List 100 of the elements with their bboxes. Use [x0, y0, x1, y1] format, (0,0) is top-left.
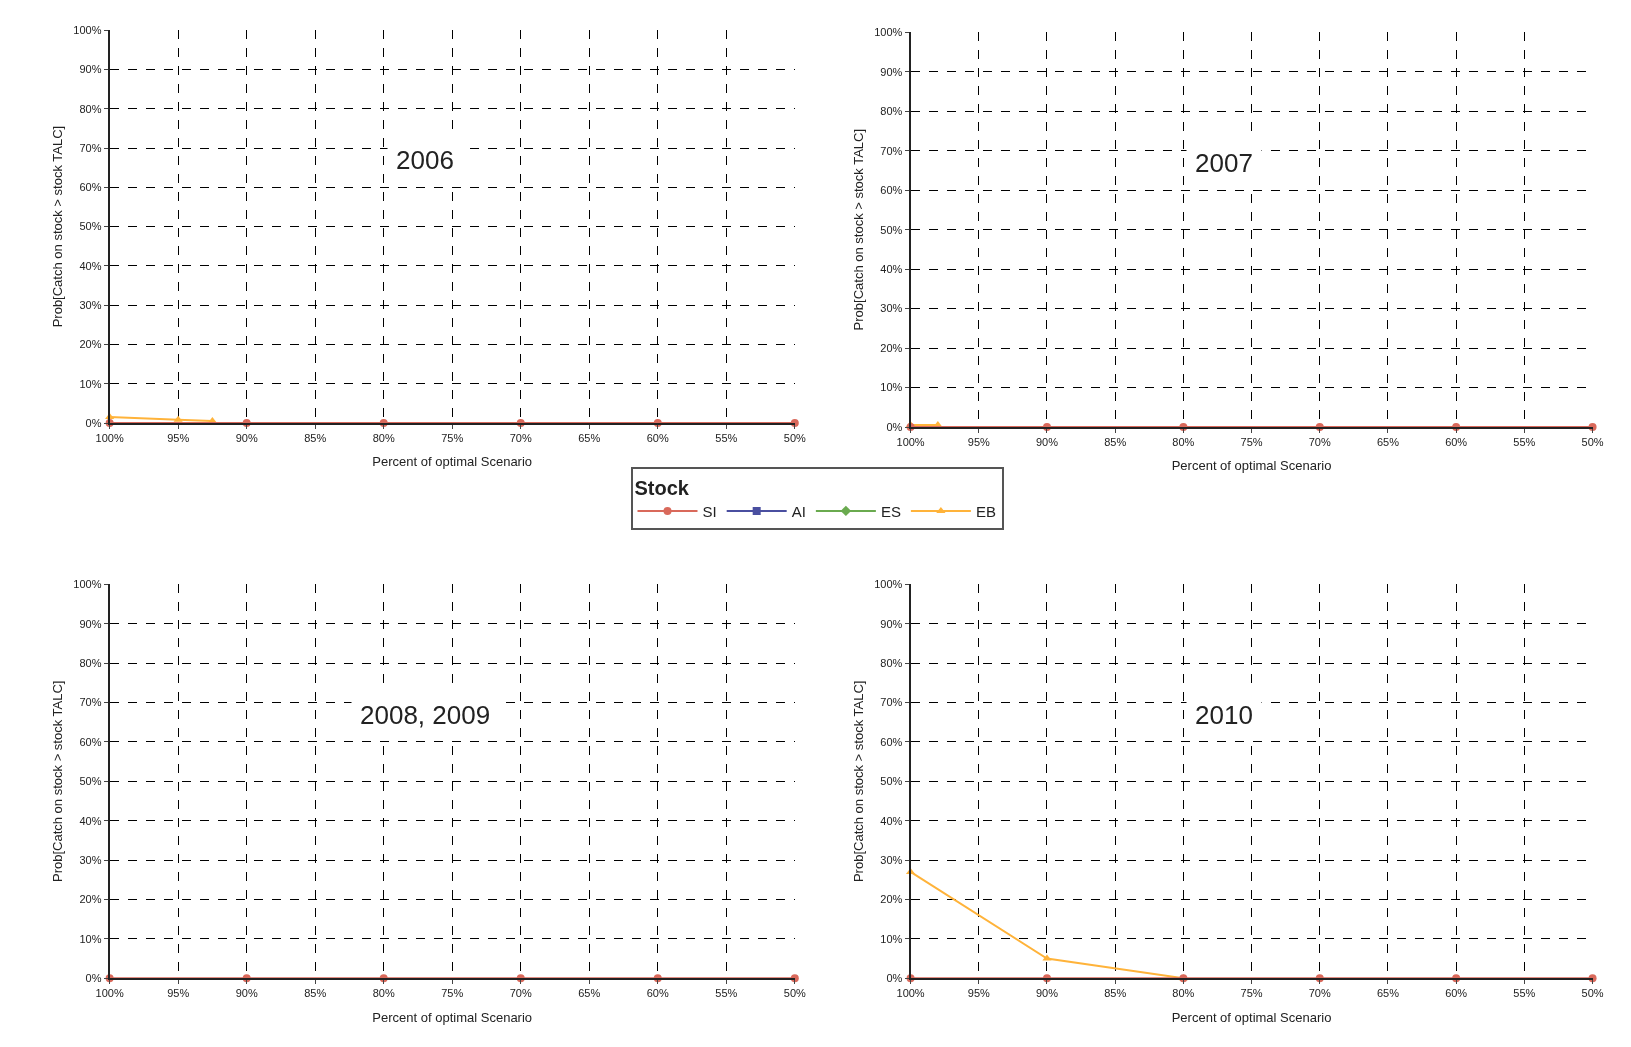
- text: 2007: [1195, 148, 1253, 178]
- y-tick-label: 70%: [880, 144, 903, 157]
- y-tick-label: 50%: [880, 775, 903, 788]
- legend-label: SI: [702, 502, 717, 520]
- y-tick-label: 90%: [79, 63, 102, 76]
- x-tick-label: 65%: [578, 987, 601, 1000]
- legend-title: Stock: [634, 476, 690, 499]
- x-tick-label: 50%: [783, 987, 807, 1000]
- legend-label: AI: [791, 502, 806, 520]
- x-tick-label: 60%: [646, 432, 669, 445]
- text: 2006: [396, 145, 454, 175]
- y-tick-label: 10%: [79, 932, 102, 945]
- x-tick-label: 70%: [1308, 436, 1331, 449]
- text: 2008, 2009: [360, 700, 491, 730]
- x-tick-label: 65%: [578, 432, 601, 445]
- y-tick-label: 60%: [79, 181, 102, 194]
- y-axis-title: Prob[Catch on stock > stock TALC]: [49, 680, 65, 883]
- y-tick-label: 10%: [880, 932, 903, 945]
- x-tick-label: 90%: [235, 432, 258, 445]
- x-tick-label: 55%: [1513, 987, 1536, 1000]
- y-tick-label: 30%: [79, 853, 102, 866]
- y-tick-label: 60%: [880, 735, 903, 748]
- y-tick-label: 70%: [79, 141, 102, 154]
- x-tick-label: 70%: [1308, 987, 1331, 1000]
- x-tick-label: 75%: [441, 987, 464, 1000]
- y-tick-label: 70%: [880, 696, 903, 709]
- x-tick-label: 70%: [509, 987, 532, 1000]
- x-axis-title: Percent of optimal Scenario: [1171, 1009, 1332, 1025]
- x-tick-label: 90%: [235, 987, 258, 1000]
- legend-label: EB: [975, 502, 996, 520]
- y-tick-label: 80%: [79, 657, 102, 670]
- y-tick-label: 30%: [79, 299, 102, 312]
- x-tick-label: 95%: [967, 436, 990, 449]
- x-tick-label: 95%: [167, 987, 190, 1000]
- y-axis-title: Prob[Catch on stock > stock TALC]: [850, 128, 866, 331]
- x-tick-label: 75%: [1240, 987, 1263, 1000]
- y-tick-label: 100%: [874, 26, 903, 39]
- y-tick-label: 30%: [880, 853, 903, 866]
- x-tick-label: 50%: [1581, 436, 1604, 449]
- x-axis-title: Percent of optimal Scenario: [372, 1009, 533, 1025]
- y-tick-label: 20%: [880, 893, 903, 906]
- y-tick-label: 90%: [880, 617, 903, 630]
- x-tick-label: 70%: [509, 432, 532, 445]
- x-tick-label: 80%: [372, 987, 395, 1000]
- y-tick-label: 100%: [874, 578, 903, 591]
- y-tick-label: 40%: [880, 814, 903, 827]
- x-tick-label: 60%: [1445, 987, 1468, 1000]
- x-tick-label: 90%: [1035, 436, 1059, 449]
- x-tick-label: 55%: [715, 987, 738, 1000]
- y-tick-label: 20%: [79, 338, 102, 351]
- x-tick-label: 80%: [1172, 436, 1195, 449]
- y-tick-label: 70%: [79, 696, 102, 709]
- x-tick-label: 85%: [1104, 987, 1127, 1000]
- x-tick-label: 85%: [304, 987, 327, 1000]
- y-tick-label: 40%: [79, 259, 102, 272]
- x-tick-label: 100%: [896, 987, 925, 1000]
- x-tick-label: 90%: [1035, 987, 1059, 1000]
- y-tick-label: 30%: [880, 302, 903, 315]
- y-tick-label: 50%: [880, 223, 903, 236]
- x-tick-label: 50%: [783, 432, 807, 445]
- y-tick-label: 40%: [79, 814, 102, 827]
- x-tick-label: 100%: [95, 432, 124, 445]
- y-tick-label: 40%: [880, 262, 903, 275]
- y-tick-label: 80%: [880, 105, 903, 118]
- x-tick-label: 65%: [1376, 987, 1400, 1000]
- x-axis-title: Percent of optimal Scenario: [372, 454, 533, 470]
- x-tick-label: 85%: [304, 432, 327, 445]
- x-tick-label: 60%: [646, 987, 669, 1000]
- x-tick-label: 80%: [372, 432, 395, 445]
- x-tick-label: 50%: [1581, 987, 1604, 1000]
- y-tick-label: 0%: [886, 420, 903, 433]
- x-tick-label: 95%: [167, 432, 190, 445]
- x-tick-label: 55%: [715, 432, 738, 445]
- y-tick-label: 100%: [73, 578, 102, 591]
- x-tick-label: 100%: [95, 987, 124, 1000]
- text: 2010: [1195, 700, 1253, 730]
- y-tick-label: 60%: [79, 735, 102, 748]
- x-tick-label: 75%: [441, 432, 464, 445]
- y-tick-label: 90%: [880, 65, 903, 78]
- x-tick-label: 60%: [1445, 436, 1468, 449]
- y-tick-label: 0%: [85, 972, 102, 985]
- x-tick-label: 65%: [1376, 436, 1400, 449]
- y-tick-label: 20%: [880, 341, 903, 354]
- y-axis-title: Prob[Catch on stock > stock TALC]: [850, 680, 866, 883]
- y-tick-label: 60%: [880, 184, 903, 197]
- y-tick-label: 20%: [79, 893, 102, 906]
- y-tick-label: 100%: [73, 24, 102, 37]
- y-tick-label: 0%: [85, 416, 102, 429]
- x-tick-label: 75%: [1240, 436, 1263, 449]
- x-tick-label: 55%: [1513, 436, 1536, 449]
- y-tick-label: 50%: [79, 220, 102, 233]
- y-tick-label: 80%: [79, 102, 102, 115]
- y-tick-label: 50%: [79, 775, 102, 788]
- y-tick-label: 10%: [79, 377, 102, 390]
- legend-label: ES: [880, 502, 901, 520]
- y-tick-label: 90%: [79, 617, 102, 630]
- x-axis-title: Percent of optimal Scenario: [1171, 458, 1332, 474]
- y-tick-label: 80%: [880, 657, 903, 670]
- x-tick-label: 85%: [1104, 436, 1127, 449]
- y-axis-title: Prob[Catch on stock > stock TALC]: [49, 125, 65, 328]
